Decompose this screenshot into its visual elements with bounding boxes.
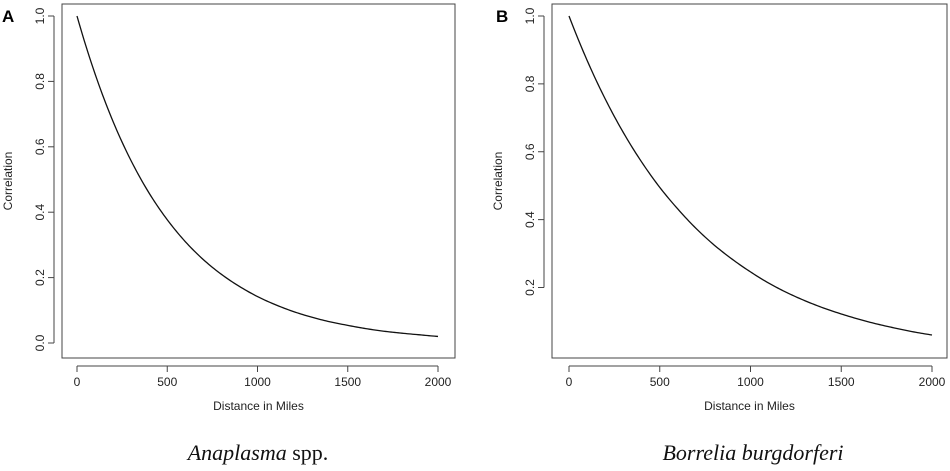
caption-suffix: spp. (286, 440, 329, 465)
y-tick-label: 1.0 (33, 7, 47, 24)
x-tick-label: 1500 (828, 375, 855, 389)
plot-frame (61, 3, 456, 359)
panel-letter: A (2, 7, 14, 26)
caption-anaplasma: Anaplasma spp. (188, 440, 329, 466)
y-tick-label: 0.6 (523, 143, 537, 160)
y-axis-title: Correlation (1, 152, 15, 211)
y-tick-label: 0.6 (33, 138, 47, 155)
x-tick-label: 1000 (737, 375, 764, 389)
y-tick-label: 0.4 (33, 204, 47, 221)
y-axis-title: Correlation (491, 152, 505, 211)
y-tick-label: 0.8 (523, 75, 537, 92)
panel-a: A 0 500 1000 1500 2000 0.0 0.2 0.4 0.6 0.8 1.0 Dista… (1, 3, 456, 413)
y-tick-label: 1.0 (523, 7, 537, 24)
panel-letter: B (496, 7, 508, 26)
caption-species: Borrelia burgdorferi (662, 440, 844, 465)
panel-b: B 0 500 1000 1500 2000 0.2 0.4 0.6 0.8 1.0 Distance… (491, 3, 948, 413)
correlation-curve (568, 15, 933, 336)
caption-genus: Anaplasma (187, 440, 287, 465)
chart-canvas: A 0 500 1000 1500 2000 0.0 0.2 0.4 0.6 0.8 1.0 Dista… (1, 3, 948, 413)
x-tick-label: 1000 (244, 375, 271, 389)
x-tick-label: 2000 (919, 375, 946, 389)
correlation-curve (76, 15, 439, 338)
x-axis-title: Distance in Miles (704, 399, 795, 413)
y-tick-label: 0.2 (33, 269, 47, 286)
y-tick-label: 0.0 (33, 334, 47, 351)
x-tick-label: 2000 (425, 375, 452, 389)
y-tick-label: 0.4 (523, 211, 537, 228)
x-axis-title: Distance in Miles (213, 399, 304, 413)
x-tick-label: 0 (74, 375, 81, 389)
x-tick-label: 500 (157, 375, 177, 389)
x-tick-label: 500 (650, 375, 670, 389)
x-tick-label: 1500 (334, 375, 361, 389)
y-tick-label: 0.2 (523, 279, 537, 296)
x-tick-label: 0 (566, 375, 573, 389)
plot-frame (551, 3, 948, 359)
caption-borrelia: Borrelia burgdorferi (662, 440, 843, 466)
y-tick-label: 0.8 (33, 73, 47, 90)
